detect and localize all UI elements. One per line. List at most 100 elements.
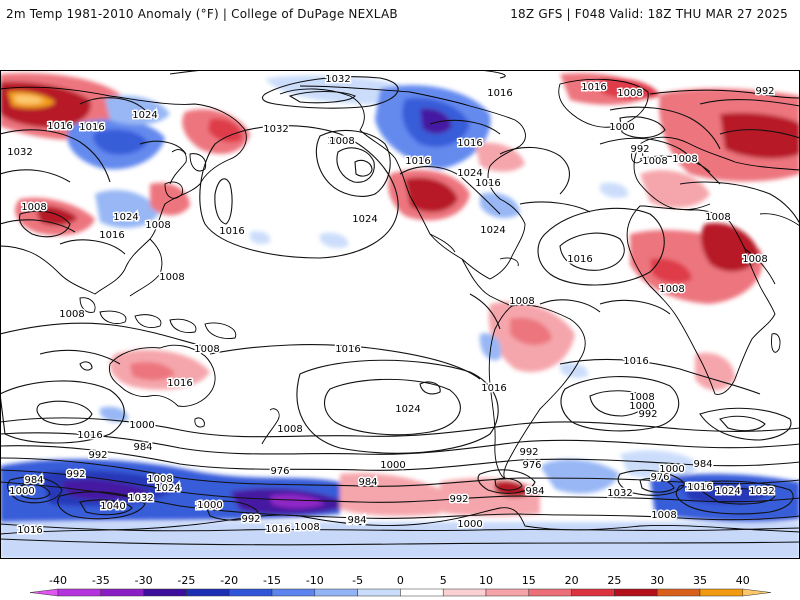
map-title: 2m Temp 1981-2010 Anomaly (°F) | College… xyxy=(6,7,398,21)
colorbar-tick-label: -40 xyxy=(49,574,67,587)
isobar-label: 1016 xyxy=(47,121,72,132)
colorbar-cell xyxy=(357,588,401,597)
colorbar-tick-label: -25 xyxy=(177,574,195,587)
isobar-label: 1000 xyxy=(659,464,684,475)
isobar-label: 976 xyxy=(270,466,289,477)
colorbar-cell xyxy=(442,588,487,597)
isobar-label: 1008 xyxy=(277,424,302,435)
isobar-label: 1008 xyxy=(21,202,46,213)
coastlines xyxy=(0,78,800,535)
isobar-label: 1016 xyxy=(487,88,512,99)
colorbar-tick-label: 30 xyxy=(650,574,664,587)
isobar-label: 976 xyxy=(650,472,669,483)
anomaly-map: 1024 1032 1016 1008 1016 1024 1032 1008 … xyxy=(0,34,800,559)
isobar-label: 1024 xyxy=(480,225,505,236)
colorbar-tick-label: -30 xyxy=(135,574,153,587)
isobar-label: 1008 xyxy=(651,510,676,521)
isobar-label: 992 xyxy=(519,447,538,458)
isobar-labels: 1024 1032 1016 1008 1016 1024 1032 1008 … xyxy=(6,62,776,538)
isobar-label: 992 xyxy=(449,494,468,505)
colorbar-cell xyxy=(571,588,615,597)
isobar-label: 1008 xyxy=(705,212,730,223)
isobar-label: 1008 xyxy=(327,136,352,147)
isobar-label: 1008 xyxy=(672,154,697,165)
colorbar-tick-label: 5 xyxy=(440,574,447,587)
colorbar-cell xyxy=(228,588,273,597)
isobar-label: 1016 xyxy=(405,156,430,167)
isobar-label: 1000 xyxy=(457,519,482,530)
isobars xyxy=(0,70,800,546)
anomaly-colorbar: -40 -35 -30 -25 -20 -15 -10 -5 0 5 10 15 20 25 30 35 40 xyxy=(29,574,771,597)
isobar-label: 1016 xyxy=(457,138,482,149)
colorbar-tick-label: -20 xyxy=(220,574,238,587)
isobar-label: 1016 xyxy=(167,378,192,389)
isobar-label: 992 xyxy=(638,409,657,420)
colorbar-cell xyxy=(400,588,444,597)
isobar-label: 984 xyxy=(525,486,544,497)
isobar-label: 1024 xyxy=(715,486,740,497)
isobar-label: 1016 xyxy=(687,482,712,493)
isobar-label: 1008 xyxy=(195,501,220,512)
isobar-label: 1016 xyxy=(17,525,42,536)
isobar-label: 1016 xyxy=(79,122,104,133)
colorbar-cell xyxy=(699,588,744,597)
isobar-label: 1024 xyxy=(155,483,180,494)
isobar-label: 1016 xyxy=(475,178,500,189)
isobar-label: 984 xyxy=(133,442,152,453)
isobar-label: 1016 xyxy=(581,82,606,93)
isobar-label: 992 xyxy=(241,514,260,525)
isobar-label: 1000 xyxy=(9,486,34,497)
isobar-label: 976 xyxy=(522,460,541,471)
isobar-label: 1024 xyxy=(395,404,420,415)
isobar-label: 1032 xyxy=(749,486,774,497)
isobar-label: 1000 xyxy=(609,122,634,133)
isobar-label: 1016 xyxy=(623,356,648,367)
colorbar-cell xyxy=(143,588,187,597)
isobar-label: 1008 xyxy=(147,474,172,485)
isobar-label: 1016 xyxy=(265,524,290,535)
isobar-label: 1024 xyxy=(352,214,377,225)
isobar-label: 1008 xyxy=(629,392,654,403)
colorbar-tick-label: 35 xyxy=(693,574,707,587)
isobar-label: 1008 xyxy=(642,156,667,167)
isobar-label: 1032 xyxy=(128,493,153,504)
isobar-label: 1000 xyxy=(197,500,222,511)
colorbar-cell xyxy=(528,588,572,597)
isobar-label: 984 xyxy=(693,459,712,470)
colorbar-max-arrow xyxy=(742,588,771,597)
isobar-label: 1000 xyxy=(629,401,654,412)
colorbar-tick-label: 25 xyxy=(607,574,621,587)
isobar-label: 984 xyxy=(347,515,366,526)
isobar-label: 1008 xyxy=(159,272,184,283)
colorbar-tick-labels: -40 -35 -30 -25 -20 -15 -10 -5 0 5 10 15 20 25 30 35 40 xyxy=(49,574,750,587)
colorbar-cell xyxy=(57,588,102,597)
isobar-label: 984 xyxy=(358,477,377,488)
isobar-label: 1008 xyxy=(329,136,354,147)
isobar-label: 1008 xyxy=(742,254,767,265)
isobar-label: 1000 xyxy=(380,460,405,471)
isobar-label: 1040 xyxy=(100,501,125,512)
isobar-label: 992 xyxy=(755,86,774,97)
colorbar-tick-label: -15 xyxy=(263,574,281,587)
isobar-label: 1016 xyxy=(335,344,360,355)
isobar-label: 992 xyxy=(630,144,649,155)
colorbar-tick-label: 20 xyxy=(565,574,579,587)
isobar-label: 1032 xyxy=(325,74,350,85)
isobar-label: 1008 xyxy=(145,220,170,231)
colorbar-tick-label: 10 xyxy=(479,574,493,587)
colorbar-cell xyxy=(100,588,144,597)
isobar-label: 984 xyxy=(346,516,365,527)
colorbar-tick-label: -5 xyxy=(352,574,363,587)
colorbar-cell xyxy=(614,588,658,597)
isobar-label: 1008 xyxy=(59,309,84,320)
isobar-label: 1000 xyxy=(129,420,154,431)
isobar-label: 1024 xyxy=(317,62,342,73)
isobar-label: 1016 xyxy=(567,254,592,265)
colorbar-tick-label: -35 xyxy=(92,574,110,587)
colorbar-tick-label: 15 xyxy=(522,574,536,587)
isobar-label: 1008 xyxy=(509,296,534,307)
colorbar-cell xyxy=(656,588,701,597)
map-header: 2m Temp 1981-2010 Anomaly (°F) | College… xyxy=(0,0,800,34)
isobar-label: 1016 xyxy=(99,230,124,241)
isobar-label: 992 xyxy=(66,469,85,480)
